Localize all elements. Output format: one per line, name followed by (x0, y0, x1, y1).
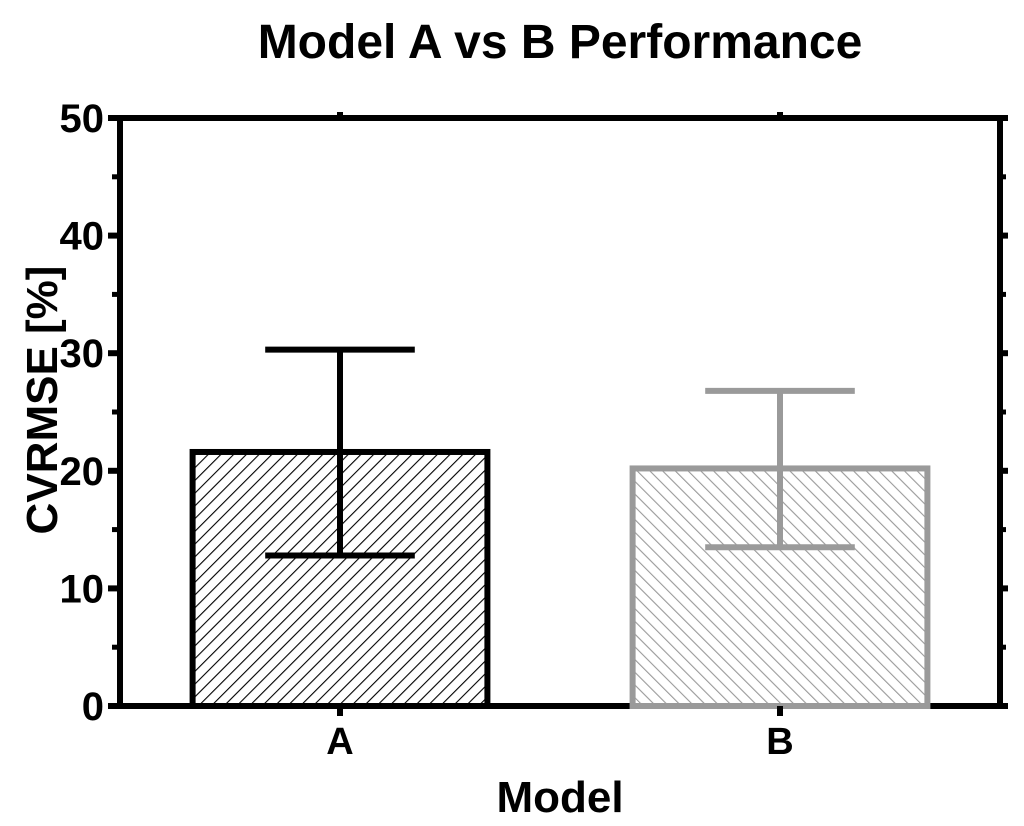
y-axis-ticks: 0 10 20 30 40 50 (60, 97, 1008, 729)
y-tick-label: 10 (60, 567, 105, 611)
y-tick-label: 50 (60, 97, 105, 141)
y-tick-label: 0 (82, 685, 104, 729)
x-tick-label: B (766, 721, 793, 763)
x-tick-label: A (326, 721, 353, 763)
y-tick-label: 30 (60, 332, 105, 376)
bars (189, 346, 931, 710)
chart-title: Model A vs B Performance (258, 16, 863, 69)
y-axis-label: CVRMSE [%] (18, 266, 67, 535)
y-tick-label: 40 (60, 215, 105, 259)
y-tick-label: 20 (60, 450, 105, 494)
x-axis-label: Model (496, 773, 623, 822)
